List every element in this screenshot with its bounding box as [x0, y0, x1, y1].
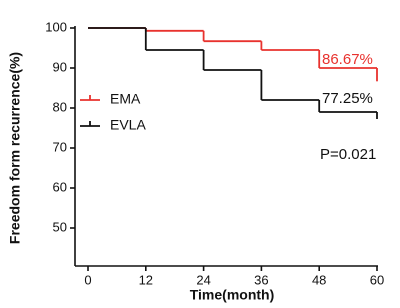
annotation: 77.25% — [322, 90, 373, 107]
y-tick-label: 50 — [53, 219, 67, 234]
x-tick-label: 36 — [254, 272, 268, 287]
y-tick-label: 80 — [53, 99, 67, 114]
x-tick-label: 0 — [84, 272, 91, 287]
x-tick-label: 48 — [312, 272, 326, 287]
y-tick-label: 100 — [45, 19, 67, 34]
annotation: 86.67% — [322, 51, 373, 68]
y-tick-label: 90 — [53, 59, 67, 74]
x-tick-label: 12 — [139, 272, 153, 287]
y-tick-label: 60 — [53, 179, 67, 194]
annotation: P=0.021 — [320, 146, 376, 163]
x-tick-label: 60 — [370, 272, 384, 287]
y-tick-label: 70 — [53, 139, 67, 154]
y-axis-label: Freedom form recurrence(%) — [7, 52, 23, 244]
legend-label: EMA — [110, 91, 141, 107]
x-axis-label: Time(month) — [190, 287, 275, 303]
legend-label: EVLA — [110, 117, 146, 133]
x-tick-label: 24 — [196, 272, 210, 287]
